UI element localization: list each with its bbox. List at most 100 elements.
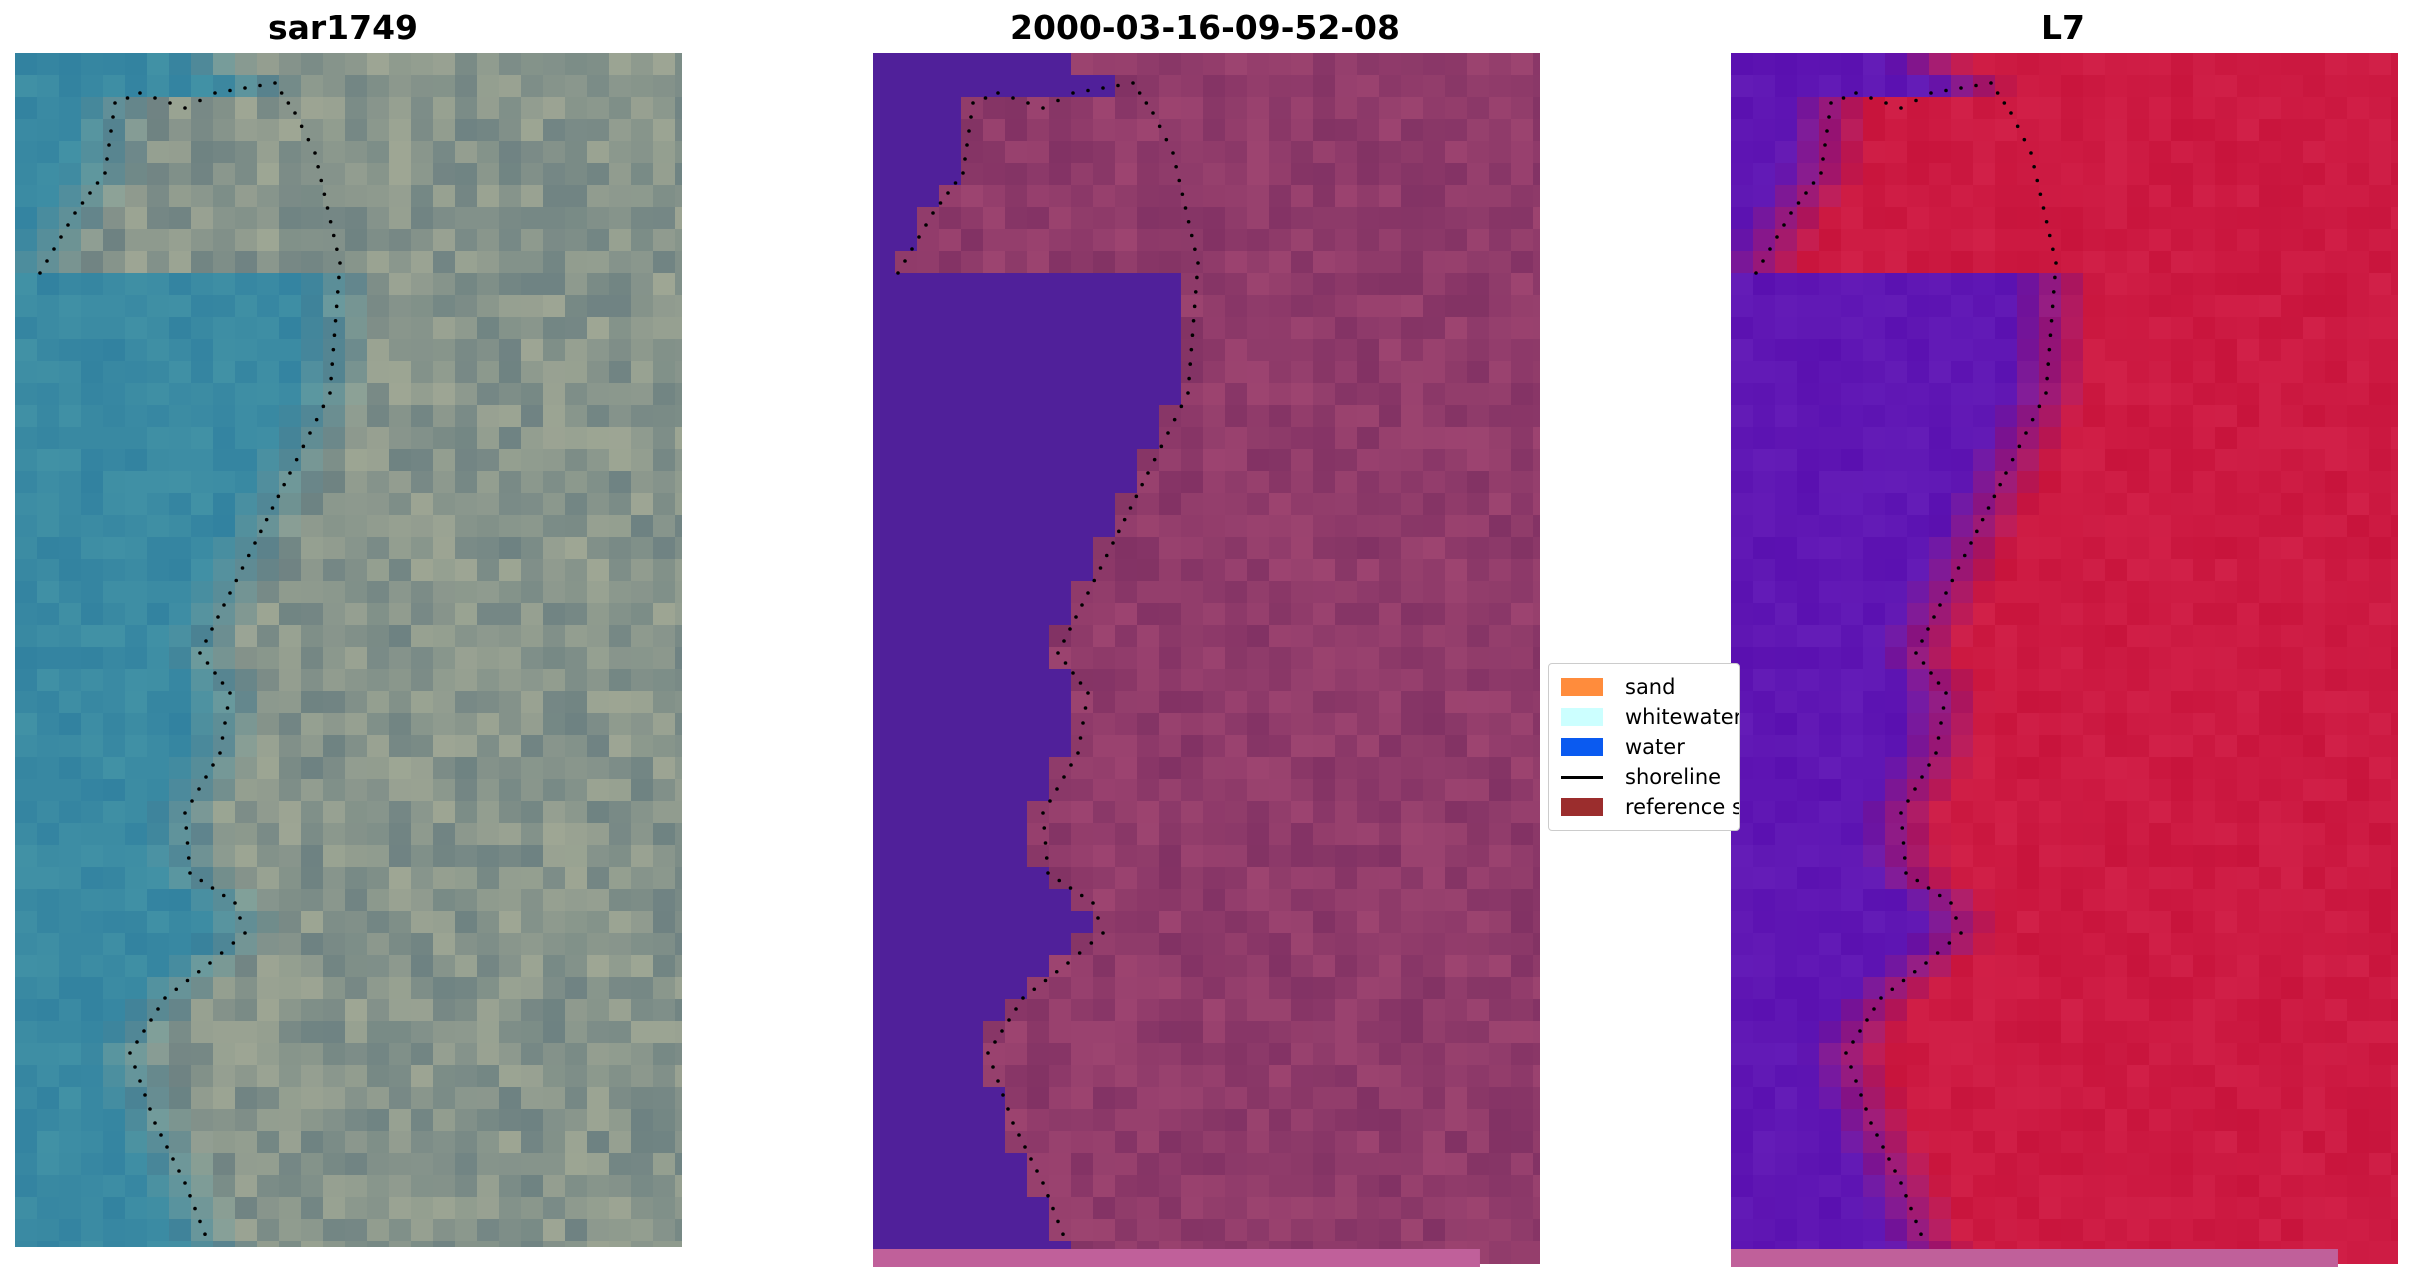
pixel-cell [1049,735,1072,758]
pixel-cell [1159,185,1182,208]
pixel-cell [323,559,346,582]
pixel-cell [1071,449,1094,472]
pixel-cell [873,537,896,560]
pixel-cell [983,119,1006,142]
pixel-cell [983,845,1006,868]
pixel-cell [2259,163,2282,186]
pixel-cell [1401,339,1424,362]
pixel-cell [1511,713,1534,736]
pixel-cell [1753,911,1776,934]
pixel-cell [1511,603,1534,626]
pixel-cell [1005,493,1028,516]
pixel-cell [2391,625,2398,648]
pixel-cell [499,977,522,1000]
pixel-cell [1885,493,1908,516]
pixel-cell [301,207,324,230]
pixel-cell [2325,119,2348,142]
pixel-cell [1225,295,1248,318]
pixel-cell [367,955,390,978]
pixel-cell [587,889,610,912]
pixel-cell [917,559,940,582]
pixel-cell [1335,933,1358,956]
pixel-cell [653,361,676,384]
pixel-cell [939,735,962,758]
pixel-cell [2369,779,2392,802]
pixel-cell [15,999,38,1022]
pixel-cell [1225,1131,1248,1154]
pixel-cell [2083,515,2106,538]
pixel-cell [1313,1109,1336,1132]
pixel-cell [15,581,38,604]
pixel-cell [169,559,192,582]
pixel-cell [1269,1087,1292,1110]
pixel-cell [213,1219,236,1242]
pixel-cell [521,119,544,142]
pixel-cell [1973,823,1996,846]
pixel-cell [59,647,82,670]
pixel-cell [961,1153,984,1176]
shoreline-dot [213,671,217,675]
pixel-cell [1797,317,1820,340]
pixel-cell [675,713,682,736]
pixel-cell [2083,779,2106,802]
pixel-cell [169,1175,192,1198]
pixel-cell [2149,361,2172,384]
pixel-cell [1313,493,1336,516]
pixel-cell [1115,559,1138,582]
pixel-cell [1159,1197,1182,1220]
pixel-cell [1159,229,1182,252]
pixel-cell [631,581,654,604]
pixel-cell [59,933,82,956]
pixel-cell [1137,867,1160,890]
pixel-cell [1115,185,1138,208]
pixel-cell [1841,801,1864,824]
pixel-cell [147,669,170,692]
pixel-cell [169,185,192,208]
shoreline-dot [210,627,214,631]
pixel-cell [675,383,682,406]
pixel-cell [169,603,192,626]
pixel-cell [2105,559,2128,582]
pixel-cell [2105,691,2128,714]
pixel-cell [631,163,654,186]
pixel-cell [235,493,258,516]
pixel-cell [1973,339,1996,362]
pixel-cell [15,1197,38,1220]
shoreline-dot [1116,83,1120,88]
pixel-cell [1225,977,1248,1000]
pixel-cell [587,911,610,934]
pixel-cell [1115,427,1138,450]
pixel-cell [675,141,682,164]
pixel-cell [1401,449,1424,472]
pixel-cell [1753,713,1776,736]
pixel-cell [565,1065,588,1088]
pixel-cell [367,229,390,252]
pixel-cell [1819,163,1842,186]
pixel-cell [873,999,896,1022]
pixel-cell [15,75,38,98]
pixel-cell [455,669,478,692]
pixel-cell [983,955,1006,978]
pixel-cell [323,691,346,714]
pixel-cell [1995,251,2018,274]
pixel-cell [279,229,302,252]
pixel-cell [455,581,478,604]
pixel-cell [1753,757,1776,780]
pixel-cell [1093,625,1116,648]
pixel-cell [2017,603,2040,626]
pixel-cell [1863,691,1886,714]
pixel-cell [1049,471,1072,494]
pixel-cell [609,383,632,406]
pixel-cell [125,933,148,956]
pixel-cell [1137,999,1160,1022]
pixel-cell [15,757,38,780]
pixel-cell [2105,669,2128,692]
pixel-cell [1841,185,1864,208]
pixel-cell [1005,691,1028,714]
pixel-cell [2017,383,2040,406]
pixel-cell [1907,911,1930,934]
pixel-cell [653,449,676,472]
pixel-cell [609,229,632,252]
pixel-cell [1423,449,1446,472]
pixel-cell [1335,471,1358,494]
